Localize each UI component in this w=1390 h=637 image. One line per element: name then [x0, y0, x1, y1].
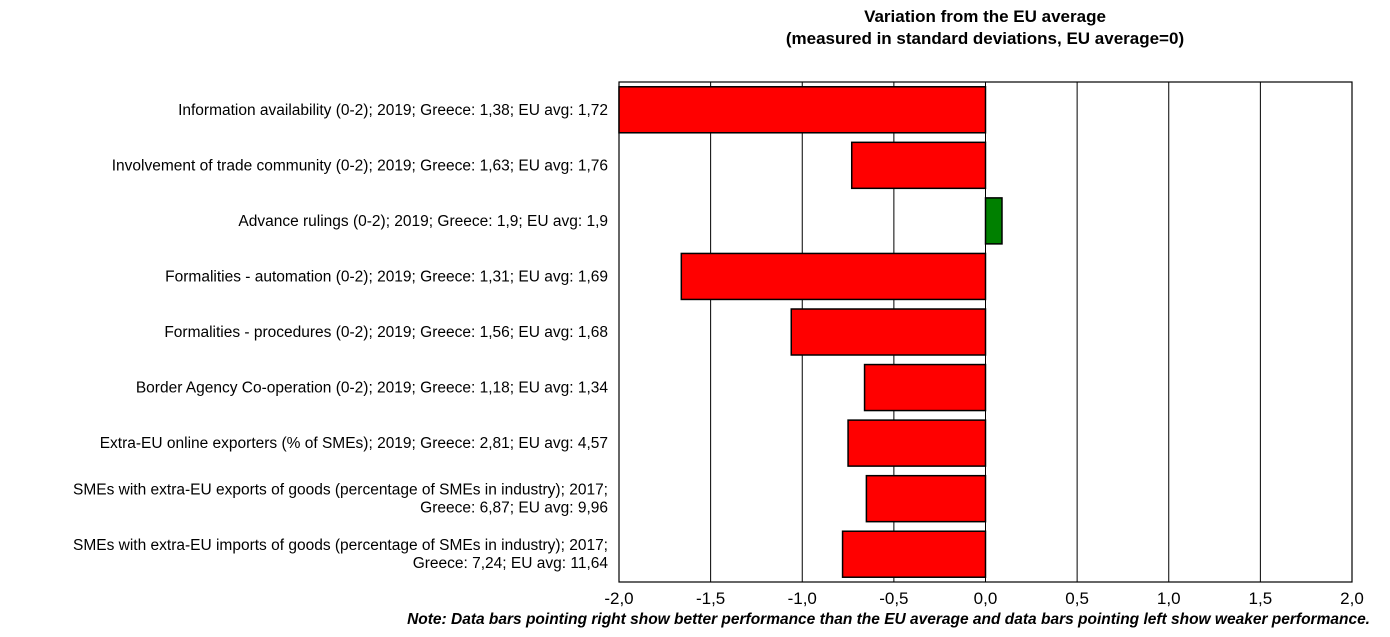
category-label-7-line-0: SMEs with extra-EU exports of goods (per…	[73, 482, 608, 499]
bar-6	[847, 419, 987, 467]
x-tick-label-2: -1,0	[788, 589, 817, 608]
category-label-0: Information availability (0-2); 2019; Gr…	[178, 102, 608, 119]
category-label-7-line-1: Greece: 6,87; EU avg: 9,96	[420, 500, 608, 517]
x-tick-label-3: -0,5	[879, 589, 908, 608]
category-label-6: Extra-EU online exporters (% of SMEs); 2…	[100, 435, 608, 452]
bar-3	[680, 252, 987, 301]
category-label-8-line-0: SMEs with extra-EU imports of goods (per…	[73, 537, 608, 554]
chart-note: Note: Data bars pointing right show bett…	[407, 611, 1370, 628]
bar-2	[984, 197, 1003, 245]
x-tick-label-8: 2,0	[1340, 589, 1364, 608]
x-tick-label-5: 0,5	[1065, 589, 1089, 608]
category-label-8-line-1: Greece: 7,24; EU avg: 11,64	[413, 555, 609, 572]
chart-subtitle: (measured in standard deviations, EU ave…	[785, 29, 1185, 48]
bar-0	[618, 86, 987, 134]
chart-title: Variation from the EU average	[864, 7, 1106, 26]
x-tick-label-0: -2,0	[604, 589, 633, 608]
category-label-5: Border Agency Co-operation (0-2); 2019; …	[136, 380, 609, 397]
bar-8	[841, 530, 987, 578]
category-label-3: Formalities - automation (0-2); 2019; Gr…	[165, 268, 608, 285]
x-tick-label-4: 0,0	[974, 589, 998, 608]
bar-4	[790, 308, 987, 356]
category-label-2: Advance rulings (0-2); 2019; Greece: 1,9…	[238, 213, 608, 230]
x-tick-label-7: 1,5	[1249, 589, 1273, 608]
x-tick-label-6: 1,0	[1157, 589, 1181, 608]
bar-1	[850, 141, 987, 190]
category-label-4: Formalities - procedures (0-2); 2019; Gr…	[164, 324, 608, 341]
category-label-1: Involvement of trade community (0-2); 20…	[112, 157, 608, 174]
bar-5	[863, 363, 987, 412]
x-tick-label-1: -1,5	[696, 589, 725, 608]
bar-7	[865, 474, 987, 523]
